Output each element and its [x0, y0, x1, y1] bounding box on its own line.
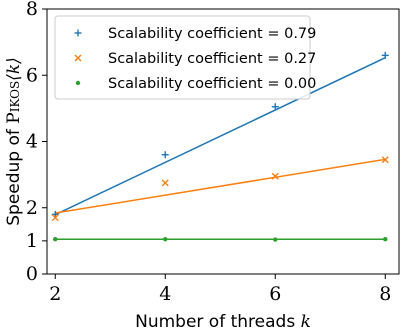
x-axis-label-text: Number of threads [135, 312, 300, 332]
data-markers [51, 51, 389, 242]
plot-area [46, 8, 400, 275]
y-tick-label: 2 [26, 197, 38, 219]
plus-marker [74, 29, 82, 37]
y-axis-label-text: Speedup of [4, 124, 24, 226]
y-axis-label-name: Pikos [4, 81, 24, 124]
x-axis-label: Number of threads k [135, 312, 311, 332]
legend-box [54, 15, 311, 100]
y-tick-label: 1 [26, 230, 38, 252]
x-marker [51, 214, 59, 222]
y-tick-label: 0 [26, 263, 38, 285]
y-axis-label: Speedup of Pikos⟨k⟩ [4, 57, 24, 226]
dot-marker [75, 80, 81, 86]
dot-marker [53, 237, 58, 242]
fit-line [54, 57, 386, 216]
fit-lines [54, 57, 386, 240]
legend-entry-label: Scalability coefficient = 0.27 [108, 51, 316, 67]
dot-marker [163, 237, 168, 242]
y-axis: 0 1 2 4 6 8 [26, 0, 47, 285]
x-tick-label: 2 [49, 283, 61, 305]
x-marker [271, 172, 279, 180]
x-marker [161, 179, 169, 187]
x-axis: 2 4 6 8 [49, 274, 391, 305]
dot-marker [383, 237, 388, 242]
plus-marker [271, 103, 279, 111]
fit-line [55, 158, 386, 214]
y-tick-label: 8 [26, 0, 38, 20]
x-tick-label: 4 [159, 283, 171, 305]
x-tick-label: 8 [379, 283, 391, 305]
legend-entry-label: Scalability coefficient = 0.79 [108, 26, 316, 42]
y-tick-label: 6 [26, 64, 38, 86]
x-marker [381, 156, 389, 164]
legend: Scalability coefficient = 0.79 Scalabilit… [54, 15, 316, 100]
x-tick-label: 6 [269, 283, 281, 305]
x-axis-label-math: k [301, 312, 311, 332]
legend-entry-label: Scalability coefficient = 0.00 [108, 76, 316, 92]
plus-marker [381, 51, 389, 59]
y-axis-label-math: ⟨k⟩ [4, 57, 24, 81]
dot-marker [273, 237, 278, 242]
plus-marker [161, 151, 169, 159]
x-marker [74, 54, 82, 62]
y-tick-label: 4 [26, 131, 38, 153]
